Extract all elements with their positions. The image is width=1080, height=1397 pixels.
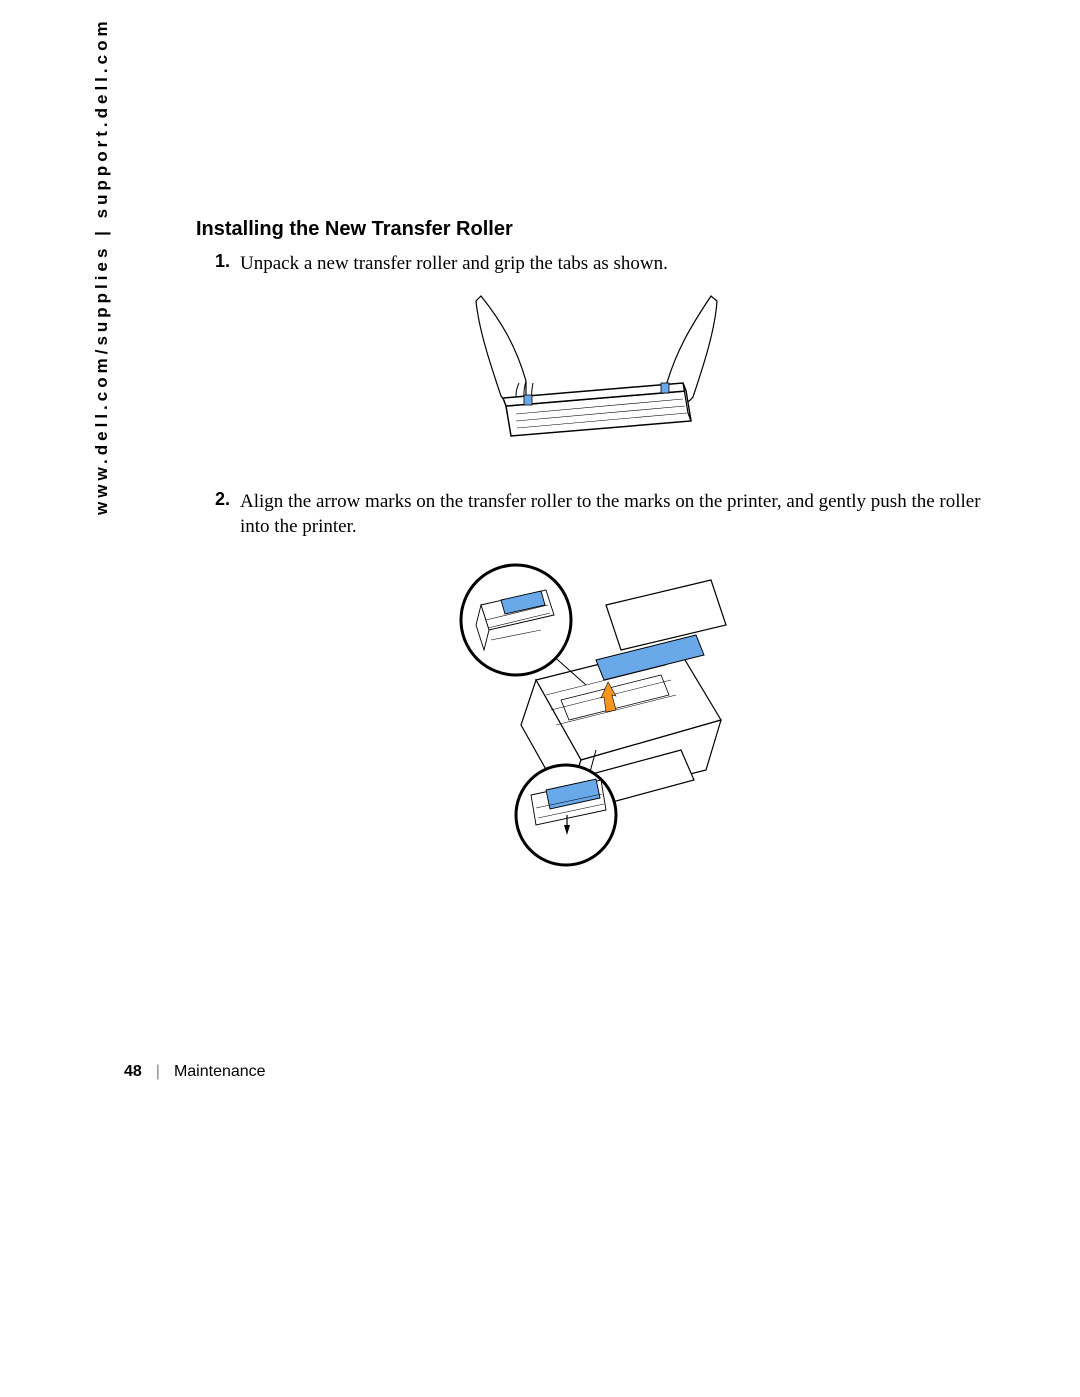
callout-top-left [461, 565, 571, 675]
page-footer: 48 | Maintenance [124, 1063, 266, 1081]
sidebar-urls: www.dell.com/supplies | support.dell.com [92, 17, 112, 515]
callout-bottom [516, 765, 616, 865]
content-area: Installing the New Transfer Roller 1. Un… [196, 218, 996, 870]
step-2: 2. Align the arrow marks on the transfer… [196, 489, 996, 540]
step-text: Align the arrow marks on the transfer ro… [230, 489, 996, 540]
figure-printer-alignment [446, 550, 746, 870]
page: www.dell.com/supplies | support.dell.com… [0, 0, 1080, 1397]
step-number: 1. [196, 251, 230, 272]
page-number: 48 [124, 1063, 142, 1081]
step-1: 1. Unpack a new transfer roller and grip… [196, 251, 996, 277]
footer-divider: | [156, 1063, 160, 1081]
step-text: Unpack a new transfer roller and grip th… [230, 251, 996, 277]
step-number: 2. [196, 489, 230, 510]
figure-hands-roller [471, 291, 721, 471]
footer-section: Maintenance [174, 1063, 266, 1081]
section-heading: Installing the New Transfer Roller [196, 218, 996, 241]
